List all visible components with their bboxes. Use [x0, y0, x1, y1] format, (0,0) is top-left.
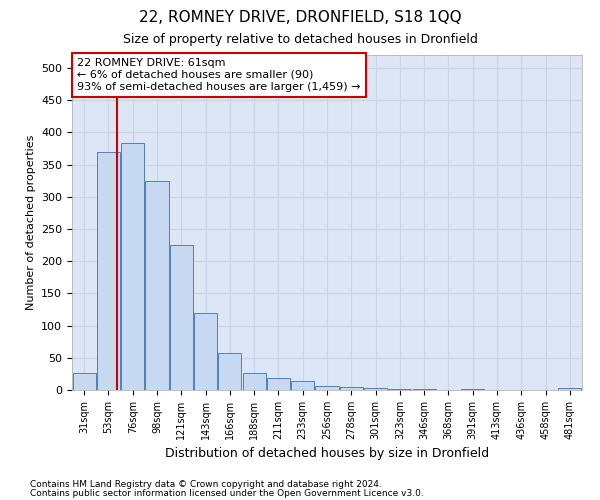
- Y-axis label: Number of detached properties: Number of detached properties: [26, 135, 35, 310]
- Bar: [194, 312, 217, 390]
- Bar: [97, 152, 120, 390]
- Bar: [316, 386, 338, 390]
- X-axis label: Distribution of detached houses by size in Dronfield: Distribution of detached houses by size …: [165, 448, 489, 460]
- Text: Contains HM Land Registry data © Crown copyright and database right 2024.: Contains HM Land Registry data © Crown c…: [30, 480, 382, 489]
- Bar: [218, 354, 241, 390]
- Bar: [121, 144, 144, 390]
- Text: 22, ROMNEY DRIVE, DRONFIELD, S18 1QQ: 22, ROMNEY DRIVE, DRONFIELD, S18 1QQ: [139, 10, 461, 25]
- Bar: [267, 378, 290, 390]
- Text: 22 ROMNEY DRIVE: 61sqm
← 6% of detached houses are smaller (90)
93% of semi-deta: 22 ROMNEY DRIVE: 61sqm ← 6% of detached …: [77, 58, 361, 92]
- Bar: [73, 372, 95, 390]
- Bar: [145, 180, 169, 390]
- Bar: [340, 387, 363, 390]
- Bar: [364, 388, 387, 390]
- Bar: [170, 245, 193, 390]
- Text: Contains public sector information licensed under the Open Government Licence v3: Contains public sector information licen…: [30, 488, 424, 498]
- Bar: [291, 381, 314, 390]
- Text: Size of property relative to detached houses in Dronfield: Size of property relative to detached ho…: [122, 32, 478, 46]
- Bar: [559, 388, 581, 390]
- Bar: [242, 372, 266, 390]
